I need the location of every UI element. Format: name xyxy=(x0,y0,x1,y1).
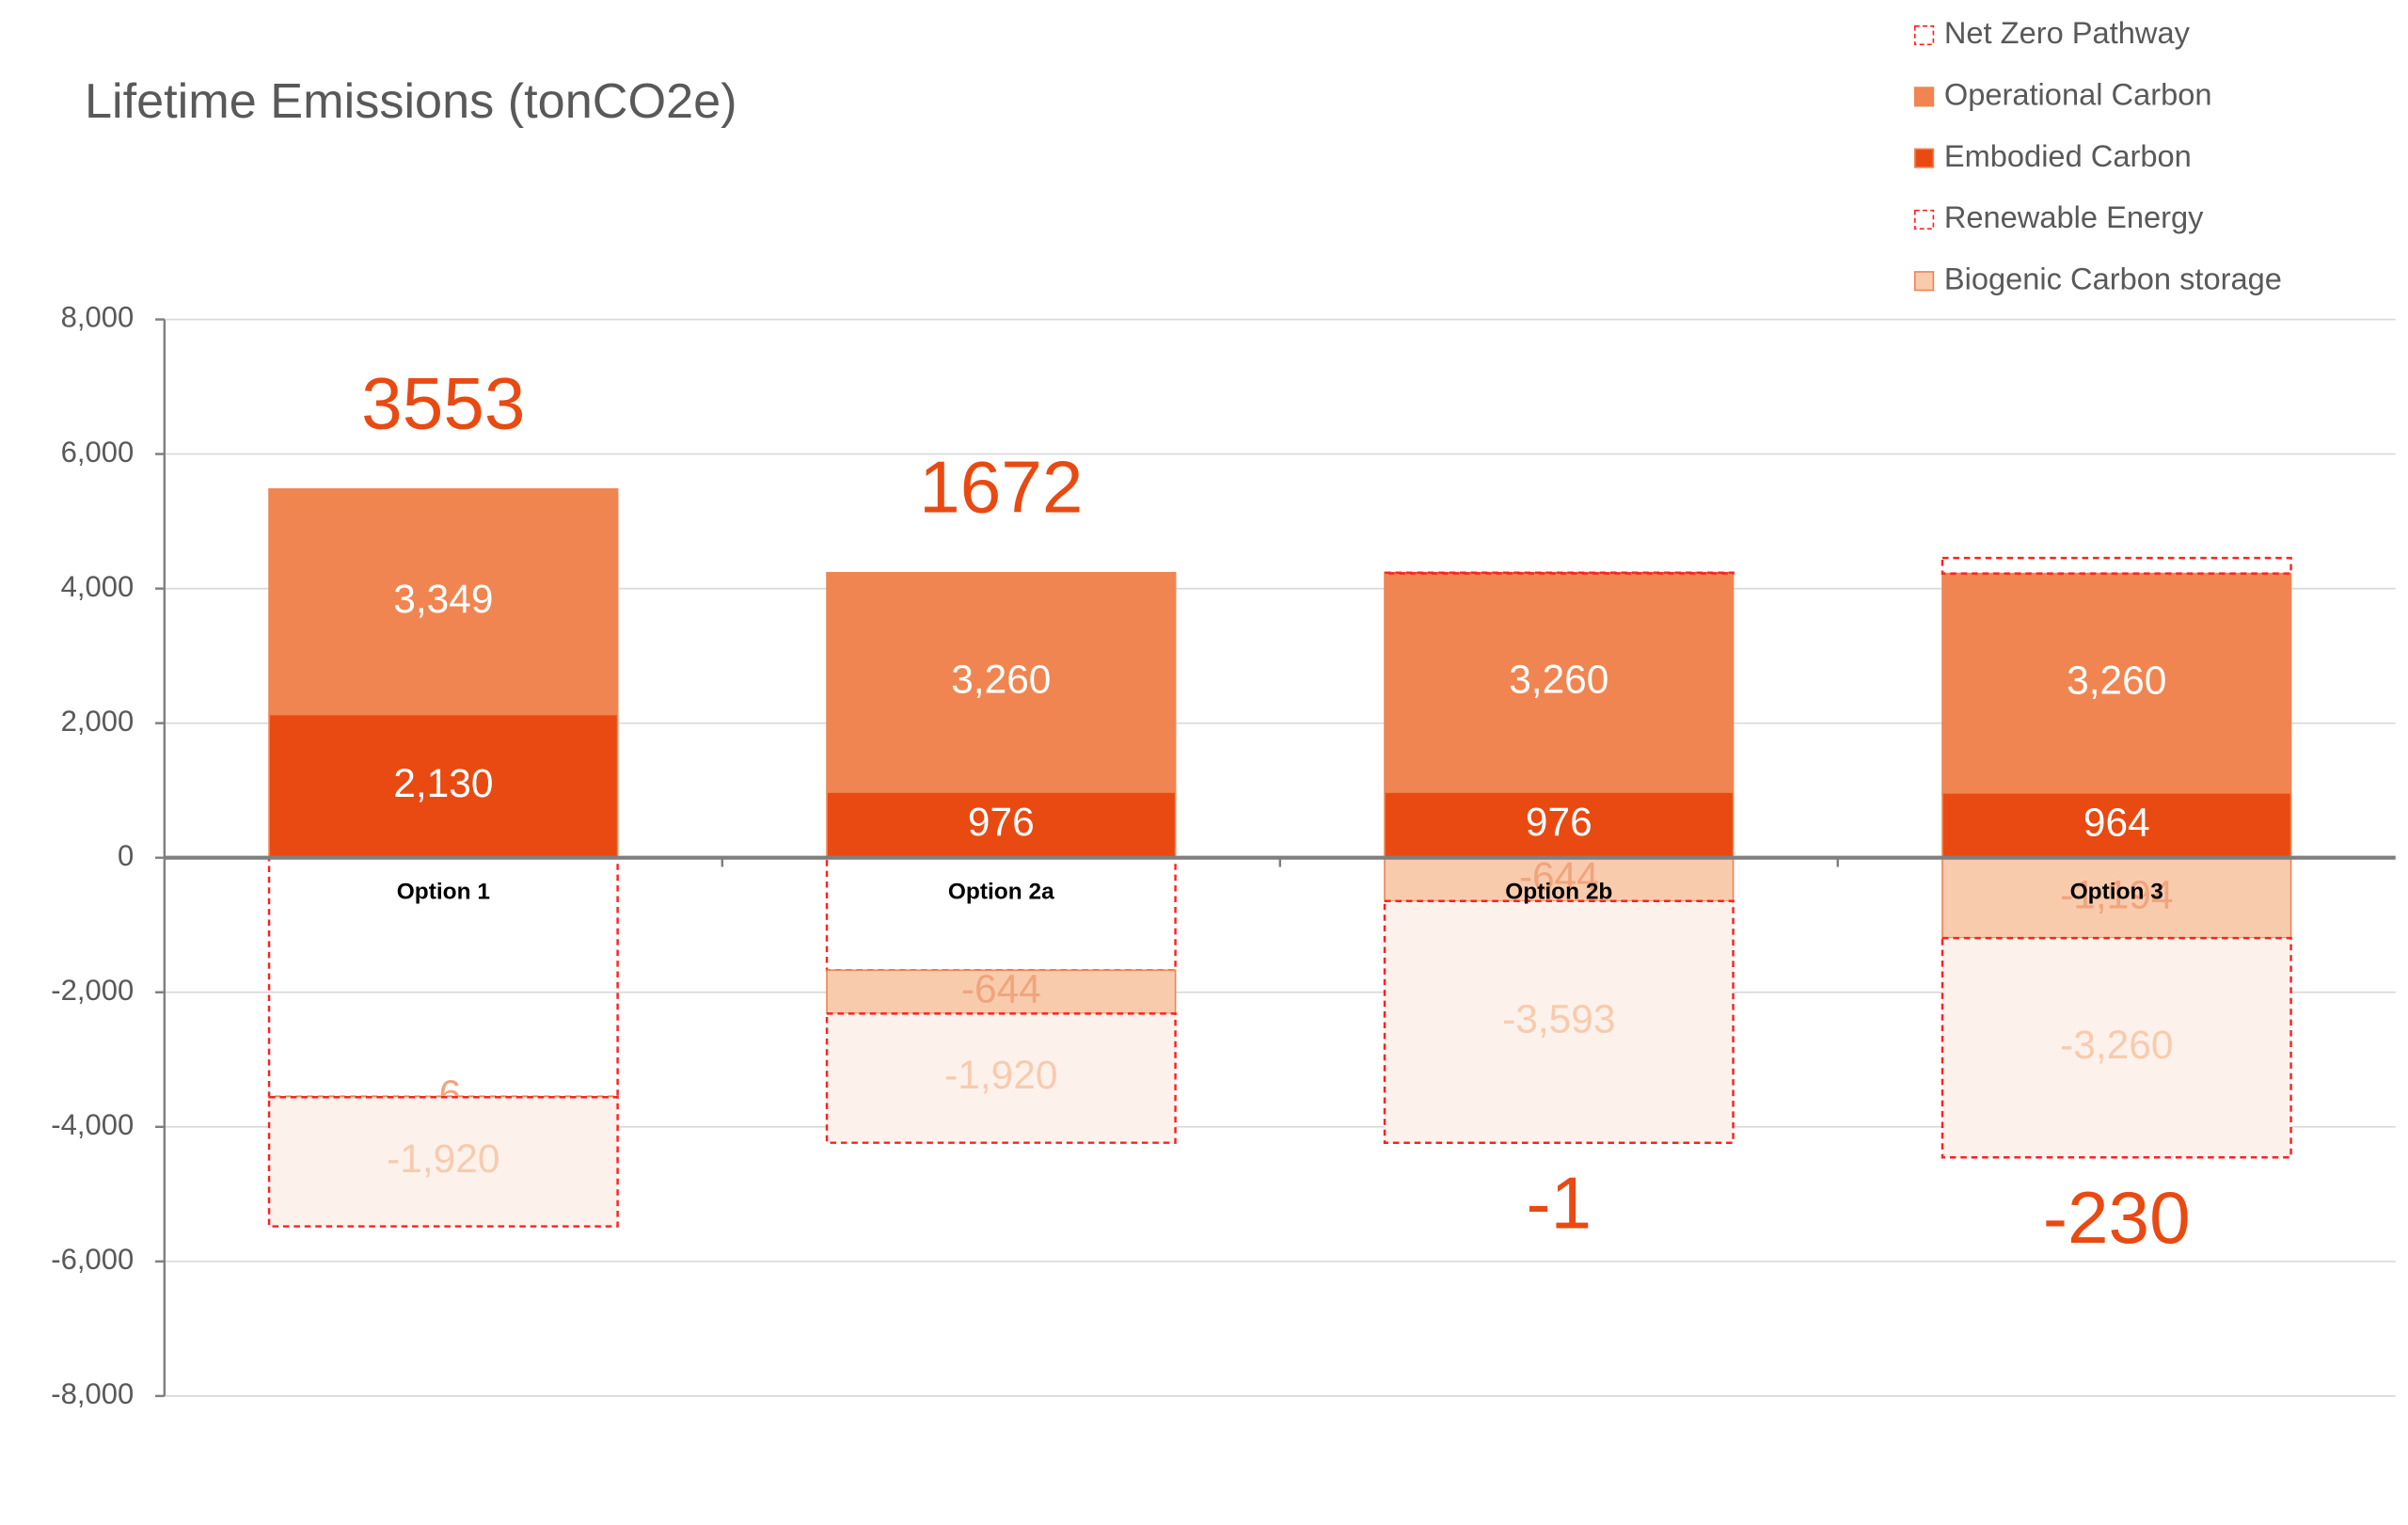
bar-segment xyxy=(1384,791,1735,859)
total-label: 3553 xyxy=(361,362,525,445)
y-tick-label: 4,000 xyxy=(61,570,135,603)
data-label: -1,920 xyxy=(944,1053,1057,1097)
y-tick-label: 0 xyxy=(118,839,134,872)
x-tick-label: Option 1 xyxy=(397,880,490,905)
bar-segment xyxy=(1941,856,2292,939)
x-tick-label: Option 2b xyxy=(1505,880,1612,905)
total-label: -230 xyxy=(2043,1176,2191,1259)
data-label: -3,260 xyxy=(2060,1023,2173,1067)
total-label: -1 xyxy=(1526,1162,1592,1245)
y-tick-label: -8,000 xyxy=(51,1377,134,1410)
data-label: 976 xyxy=(968,800,1035,844)
y-tick-label: -6,000 xyxy=(51,1243,134,1276)
bar-segment xyxy=(825,1012,1177,1144)
legend-label: Embodied Carbon xyxy=(1944,138,2192,173)
x-tick-label: Option 3 xyxy=(2070,880,2163,905)
legend-swatch xyxy=(1913,148,1935,168)
data-label: -1,194 xyxy=(2060,873,2173,917)
legend-swatch xyxy=(1913,271,1935,292)
total-label: 1672 xyxy=(919,446,1083,529)
legend-label: Operational Carbon xyxy=(1944,76,2212,111)
data-label: 976 xyxy=(1526,800,1592,844)
data-label: -3,593 xyxy=(1502,996,1615,1040)
legend-label: Biogenic Carbon storage xyxy=(1944,261,2282,295)
bar-segment xyxy=(826,969,1177,1015)
bar-segment xyxy=(825,856,1177,972)
legend-swatch xyxy=(1913,24,1935,46)
legend-swatch xyxy=(1913,209,1935,230)
bar-segment xyxy=(826,571,1177,793)
data-label: -644 xyxy=(961,967,1041,1011)
data-label: 3,349 xyxy=(393,577,493,621)
y-tick-label: 2,000 xyxy=(61,705,135,738)
bar-segment xyxy=(1941,556,2292,575)
bar-segment xyxy=(1384,856,1735,902)
y-tick-label: 8,000 xyxy=(61,301,135,334)
data-label: 3,260 xyxy=(2067,658,2166,702)
y-tick-label: 6,000 xyxy=(61,436,135,469)
bar-segment xyxy=(1941,936,2292,1159)
data-label: 964 xyxy=(2083,800,2150,844)
legend-swatch xyxy=(1913,87,1935,107)
data-label: -644 xyxy=(1519,854,1599,898)
bar-segment xyxy=(1941,572,2292,794)
bar-segment xyxy=(267,1096,619,1228)
bar-segment xyxy=(268,488,619,716)
chart-title: Lifetime Emissions (tonCO2e) xyxy=(85,74,737,129)
bar-segment xyxy=(1383,899,1735,1144)
data-label: 3,260 xyxy=(951,658,1051,702)
y-tick-label: -2,000 xyxy=(51,974,134,1007)
bar-segment xyxy=(1384,571,1735,793)
data-label: 2,130 xyxy=(393,761,493,805)
bar-segment xyxy=(1941,791,2292,859)
legend-label: Net Zero Pathway xyxy=(1944,15,2191,50)
data-label: -1,920 xyxy=(387,1136,499,1181)
y-tick-label: -4,000 xyxy=(51,1108,134,1141)
legend-label: Renewable Energy xyxy=(1944,199,2204,234)
bar-segment xyxy=(1383,571,1735,575)
x-tick-label: Option 2a xyxy=(948,880,1054,905)
data-label: 3,260 xyxy=(1509,658,1608,702)
